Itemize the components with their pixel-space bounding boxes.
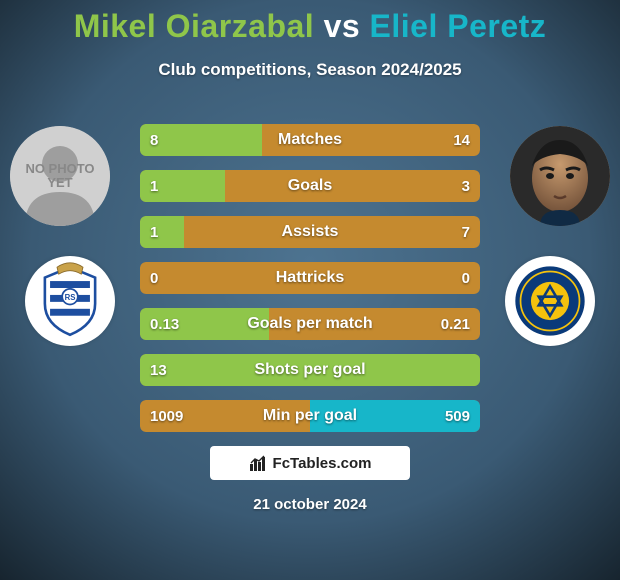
watermark-text: FcTables.com	[273, 455, 372, 472]
title-vs: vs	[324, 8, 361, 44]
stat-row: 0.130.21Goals per match	[140, 308, 480, 340]
stat-label: Hattricks	[140, 262, 480, 294]
stat-row: 13Shots per goal	[140, 354, 480, 386]
stat-row: 1009509Min per goal	[140, 400, 480, 432]
stat-label: Goals per match	[140, 308, 480, 340]
player2-face-icon	[510, 126, 610, 226]
stat-label: Goals	[140, 170, 480, 202]
page-title: Mikel Oiarzabal vs Eliel Peretz	[0, 8, 620, 45]
stat-row: 814Matches	[140, 124, 480, 156]
subtitle: Club competitions, Season 2024/2025	[0, 60, 620, 80]
title-player1: Mikel Oiarzabal	[74, 8, 314, 44]
watermark: FcTables.com	[210, 446, 410, 480]
no-photo-label: NO PHOTO YET	[25, 162, 94, 189]
player2-avatar	[510, 126, 610, 226]
comparison-infographic: Mikel Oiarzabal vs Eliel Peretz Club com…	[0, 0, 620, 580]
maccabi-tel-aviv-crest-icon	[511, 262, 589, 340]
stat-label: Shots per goal	[140, 354, 480, 386]
stat-label: Assists	[140, 216, 480, 248]
svg-text:RS: RS	[65, 293, 76, 302]
stat-label: Min per goal	[140, 400, 480, 432]
real-sociedad-crest-icon: RS	[31, 262, 109, 340]
date-label: 21 october 2024	[0, 496, 620, 513]
player1-avatar-placeholder: NO PHOTO YET	[10, 126, 110, 226]
fctables-logo-icon	[249, 454, 267, 472]
stat-bars: 814Matches 13Goals 17Assists 00Hattricks 0.1…	[140, 124, 480, 446]
player1-club-crest: RS	[25, 256, 115, 346]
stat-row: 13Goals	[140, 170, 480, 202]
stat-row: 17Assists	[140, 216, 480, 248]
player2-club-crest	[505, 256, 595, 346]
title-player2: Eliel Peretz	[370, 8, 547, 44]
stat-row: 00Hattricks	[140, 262, 480, 294]
stat-label: Matches	[140, 124, 480, 156]
